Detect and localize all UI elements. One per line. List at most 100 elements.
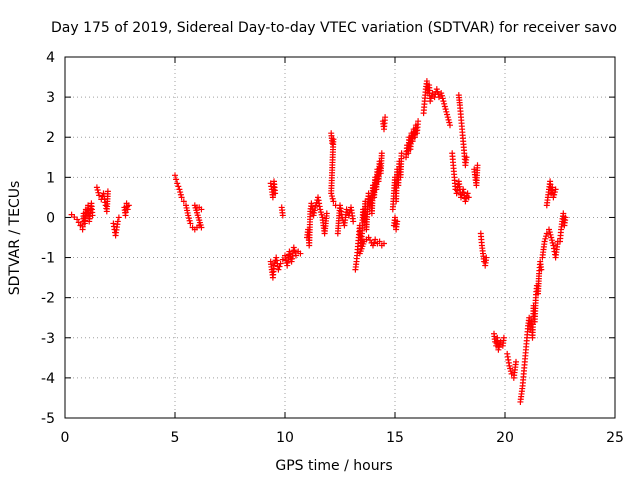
- data-point: [445, 116, 452, 123]
- data-point: [343, 206, 350, 213]
- y-tick-label: -4: [41, 371, 55, 387]
- grid-lines: [65, 57, 615, 418]
- data-point: [95, 189, 102, 196]
- data-point: [549, 239, 556, 246]
- data-point: [271, 262, 277, 269]
- data-point: [434, 88, 441, 95]
- data-point: [447, 122, 453, 129]
- data-point: [312, 202, 319, 209]
- data-point: [398, 150, 405, 157]
- data-point: [438, 92, 445, 99]
- data-point: [441, 100, 448, 107]
- data-point: [74, 216, 81, 223]
- data-point: [350, 218, 357, 225]
- data-point: [546, 229, 553, 236]
- data-point: [317, 206, 324, 213]
- data-point: [500, 334, 507, 341]
- data-point: [543, 230, 550, 237]
- x-tick-label: 25: [606, 430, 624, 446]
- data-point: [376, 238, 383, 245]
- data-point: [496, 344, 503, 351]
- plot-area-frame: [64, 56, 616, 419]
- data-point: [198, 206, 205, 213]
- data-point: [290, 244, 297, 251]
- data-point: [474, 162, 481, 169]
- data-point: [176, 186, 183, 193]
- data-point: [297, 250, 304, 257]
- data-point: [506, 362, 513, 369]
- data-point: [277, 260, 284, 267]
- data-point: [330, 198, 337, 205]
- data-point: [328, 193, 335, 200]
- data-point: [186, 217, 193, 224]
- data-point: [550, 194, 557, 201]
- y-tick-label: 2: [46, 130, 55, 146]
- data-points: [68, 78, 569, 405]
- data-point: [429, 90, 436, 97]
- data-point: [446, 119, 453, 126]
- data-point: [293, 252, 299, 259]
- data-point: [483, 254, 490, 261]
- data-point: [372, 236, 379, 243]
- data-point: [180, 198, 187, 205]
- axis-ticks: 0 5 10 15 20 25 -5 -4 -3 -2 -1 0 1 2 3 4: [41, 50, 624, 446]
- data-point: [541, 238, 548, 245]
- data-point: [495, 346, 502, 353]
- data-point: [174, 180, 181, 187]
- data-point: [75, 219, 82, 226]
- data-point: [394, 218, 401, 225]
- y-tick-label: 0: [46, 210, 55, 226]
- y-tick-label: -3: [41, 331, 55, 347]
- data-point: [458, 194, 464, 201]
- data-point: [439, 95, 446, 102]
- data-point: [538, 266, 545, 273]
- data-point: [94, 187, 101, 194]
- x-tick-label: 5: [171, 430, 180, 446]
- data-point: [441, 103, 448, 110]
- data-point: [440, 98, 447, 105]
- x-tick-label: 0: [61, 430, 70, 446]
- data-point: [427, 95, 434, 102]
- data-point: [551, 191, 558, 198]
- data-point: [292, 249, 299, 256]
- data-point: [463, 154, 470, 161]
- data-point: [185, 215, 192, 222]
- data-point: [114, 218, 121, 225]
- data-point: [464, 190, 471, 197]
- data-point: [546, 226, 552, 233]
- y-tick-label: 1: [46, 170, 55, 186]
- data-point: [104, 188, 111, 195]
- data-point: [542, 235, 549, 242]
- data-point: [433, 86, 440, 93]
- data-point: [382, 114, 389, 121]
- data-point: [177, 191, 184, 198]
- data-point: [276, 263, 283, 270]
- y-tick-label: 4: [46, 50, 55, 66]
- data-point: [124, 206, 131, 213]
- data-point: [187, 220, 194, 227]
- data-point: [507, 365, 514, 372]
- data-point: [328, 190, 335, 197]
- data-point: [435, 91, 442, 98]
- data-point: [496, 341, 503, 348]
- data-point: [548, 237, 555, 244]
- data-point: [465, 194, 472, 201]
- data-point: [279, 212, 286, 219]
- data-point: [547, 231, 554, 238]
- data-point: [513, 358, 519, 365]
- data-point: [172, 172, 178, 179]
- data-point: [507, 368, 514, 375]
- data-point: [548, 234, 555, 241]
- x-tick-label: 15: [386, 430, 404, 446]
- data-point: [415, 118, 422, 125]
- y-tick-label: -5: [41, 411, 55, 427]
- data-point: [462, 198, 469, 205]
- data-point: [173, 176, 180, 183]
- data-point: [428, 92, 435, 99]
- y-tick-label: -1: [41, 251, 55, 267]
- data-point: [96, 192, 103, 199]
- data-point: [115, 214, 122, 221]
- x-tick-label: 20: [496, 430, 514, 446]
- data-point: [562, 214, 569, 221]
- data-point: [438, 90, 445, 97]
